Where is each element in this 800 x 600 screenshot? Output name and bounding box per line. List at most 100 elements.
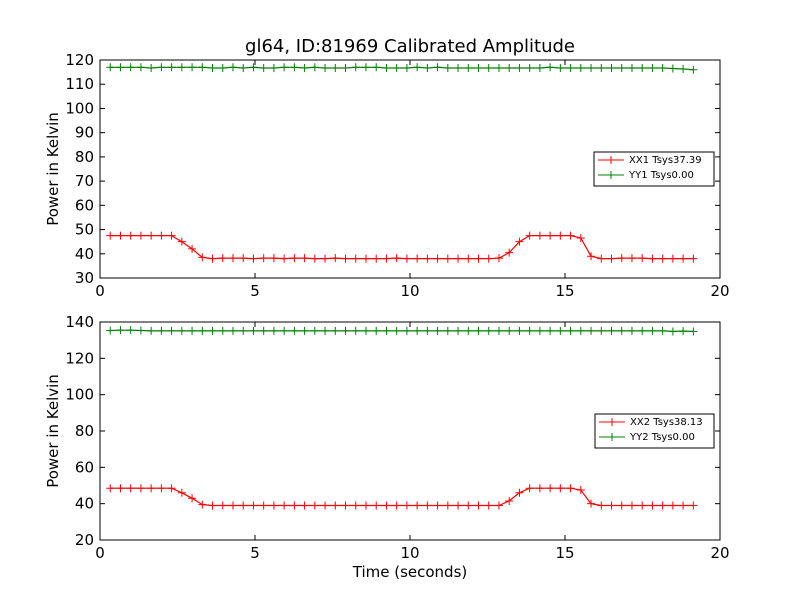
top-series-0-point-4 bbox=[147, 231, 156, 240]
top-series-0-point-10 bbox=[208, 254, 217, 263]
top-series-1-point-28 bbox=[392, 63, 401, 72]
top-series-1-point-51 bbox=[627, 63, 636, 72]
top-series-0-point-23 bbox=[341, 254, 350, 263]
top-series-1-point-43 bbox=[546, 63, 555, 72]
top-series-1-point-50 bbox=[617, 63, 626, 72]
bottom-series-0-point-11 bbox=[218, 501, 227, 510]
top-series-1-point-23 bbox=[341, 63, 350, 72]
top-series-1-point-30 bbox=[413, 63, 422, 72]
bottom-series-1-point-19 bbox=[300, 326, 309, 335]
bottom-series-1-point-30 bbox=[413, 326, 422, 335]
bottom-series-0-point-57 bbox=[689, 501, 698, 510]
bottom-series-1-point-40 bbox=[515, 326, 524, 335]
bottom-series-0-point-31 bbox=[423, 501, 432, 510]
bottom-series-0-point-29 bbox=[402, 501, 411, 510]
bottom-x-tick-label-2: 10 bbox=[400, 544, 419, 562]
bottom-series-0-point-19 bbox=[300, 501, 309, 510]
top-series-0-point-39 bbox=[505, 248, 514, 257]
bottom-series-0-point-13 bbox=[239, 501, 248, 510]
top-y-tick-label-2: 50 bbox=[75, 221, 94, 239]
top-series-0-point-29 bbox=[402, 254, 411, 263]
top-series-0-point-11 bbox=[218, 254, 227, 263]
top-series-1-point-1 bbox=[116, 63, 125, 72]
x-axis-label: Time (seconds) bbox=[352, 563, 468, 581]
bottom-series-1-point-34 bbox=[454, 326, 463, 335]
bottom-x-tick-label-3: 15 bbox=[555, 544, 574, 562]
top-series-1-point-39 bbox=[505, 63, 514, 72]
bottom-series-1-point-42 bbox=[535, 326, 544, 335]
bottom-series-0-point-35 bbox=[464, 501, 473, 510]
top-series-1-point-2 bbox=[126, 63, 135, 72]
bottom-series-0-point-18 bbox=[290, 501, 299, 510]
top-series-1-point-9 bbox=[198, 63, 207, 72]
top-plot-frame bbox=[99, 59, 721, 279]
top-legend-marker-xx1 bbox=[607, 156, 615, 164]
top-series-0-point-47 bbox=[587, 252, 596, 261]
top-series-1-point-20 bbox=[310, 63, 319, 72]
bottom-series-0-point-7 bbox=[177, 488, 186, 497]
top-series-0-point-6 bbox=[167, 231, 176, 240]
top-series-1-point-31 bbox=[423, 63, 432, 72]
top-series-1-point-49 bbox=[607, 63, 616, 72]
top-series-1-point-36 bbox=[474, 63, 483, 72]
bottom-series-1-point-51 bbox=[627, 326, 636, 335]
top-legend-entry-xx1: XX1 Tsys37.39 bbox=[598, 155, 702, 166]
bottom-series-0-point-15 bbox=[259, 501, 268, 510]
top-series-0-point-57 bbox=[689, 254, 698, 263]
top-series-0-point-55 bbox=[668, 254, 677, 263]
bottom-series-1-point-22 bbox=[331, 326, 340, 335]
top-series-0-point-0 bbox=[106, 231, 115, 240]
bottom-series-1-point-3 bbox=[136, 326, 145, 335]
bottom-series-0-point-1 bbox=[116, 484, 125, 493]
top-series-0-point-52 bbox=[638, 254, 647, 263]
top-series-0-point-37 bbox=[484, 254, 493, 263]
bottom-series-1-point-13 bbox=[239, 326, 248, 335]
bottom-series-0-point-6 bbox=[167, 484, 176, 493]
bottom-y-tick-label-2: 60 bbox=[75, 458, 94, 476]
bottom-series-0-point-30 bbox=[413, 501, 422, 510]
bottom-series-0-point-48 bbox=[597, 501, 606, 510]
bottom-series-0-point-10 bbox=[208, 501, 217, 510]
bottom-series-0-point-0 bbox=[106, 484, 115, 493]
bottom-series-1-point-46 bbox=[576, 326, 585, 335]
bottom-series-0-point-44 bbox=[556, 484, 565, 493]
bottom-series-1-point-4 bbox=[147, 326, 156, 335]
top-series-0-point-35 bbox=[464, 254, 473, 263]
top-series-group bbox=[106, 63, 698, 263]
top-y-tick-label-3: 60 bbox=[75, 196, 94, 214]
bottom-series-0-point-38 bbox=[494, 501, 503, 510]
bottom-series-1-point-49 bbox=[607, 326, 616, 335]
bottom-series-1-point-17 bbox=[280, 326, 289, 335]
bottom-series-1-point-11 bbox=[218, 326, 227, 335]
bottom-y-axis-label: Power in Kelvin bbox=[44, 374, 62, 488]
bottom-series-0-point-50 bbox=[617, 501, 626, 510]
top-series-1-point-41 bbox=[525, 63, 534, 72]
top-series-1-point-19 bbox=[300, 63, 309, 72]
top-series-0-point-1 bbox=[116, 231, 125, 240]
bottom-series-0-point-16 bbox=[269, 501, 278, 510]
top-series-1-point-26 bbox=[372, 63, 381, 72]
top-legend: XX1 Tsys37.39 YY1 Tsys0.00 bbox=[593, 151, 715, 187]
bottom-series-1-point-57 bbox=[689, 327, 698, 336]
top-series-0-point-7 bbox=[177, 237, 186, 246]
top-series-0-point-42 bbox=[535, 231, 544, 240]
bottom-series-1-point-35 bbox=[464, 326, 473, 335]
top-series-0-point-16 bbox=[269, 254, 278, 263]
bottom-series-1-point-39 bbox=[505, 326, 514, 335]
bottom-series-0-point-45 bbox=[566, 484, 575, 493]
bottom-series-0-point-4 bbox=[147, 484, 156, 493]
bottom-series-line-1 bbox=[110, 329, 694, 333]
top-legend-label-xx1: XX1 Tsys37.39 bbox=[629, 155, 702, 166]
bottom-x-tick-label-4: 20 bbox=[710, 544, 729, 562]
bottom-series-0-point-23 bbox=[341, 501, 350, 510]
bottom-series-1-point-10 bbox=[208, 326, 217, 335]
top-series-0-point-46 bbox=[576, 234, 585, 243]
bottom-series-1-point-6 bbox=[167, 326, 176, 335]
bottom-series-1-point-27 bbox=[382, 326, 391, 335]
top-series-0-point-49 bbox=[607, 254, 616, 263]
bottom-y-tick-label-6: 140 bbox=[65, 313, 94, 331]
bottom-series-1-point-20 bbox=[310, 326, 319, 335]
bottom-series-0-point-56 bbox=[679, 501, 688, 510]
bottom-series-0-point-27 bbox=[382, 501, 391, 510]
top-legend-entry-yy1: YY1 Tsys0.00 bbox=[598, 170, 694, 181]
